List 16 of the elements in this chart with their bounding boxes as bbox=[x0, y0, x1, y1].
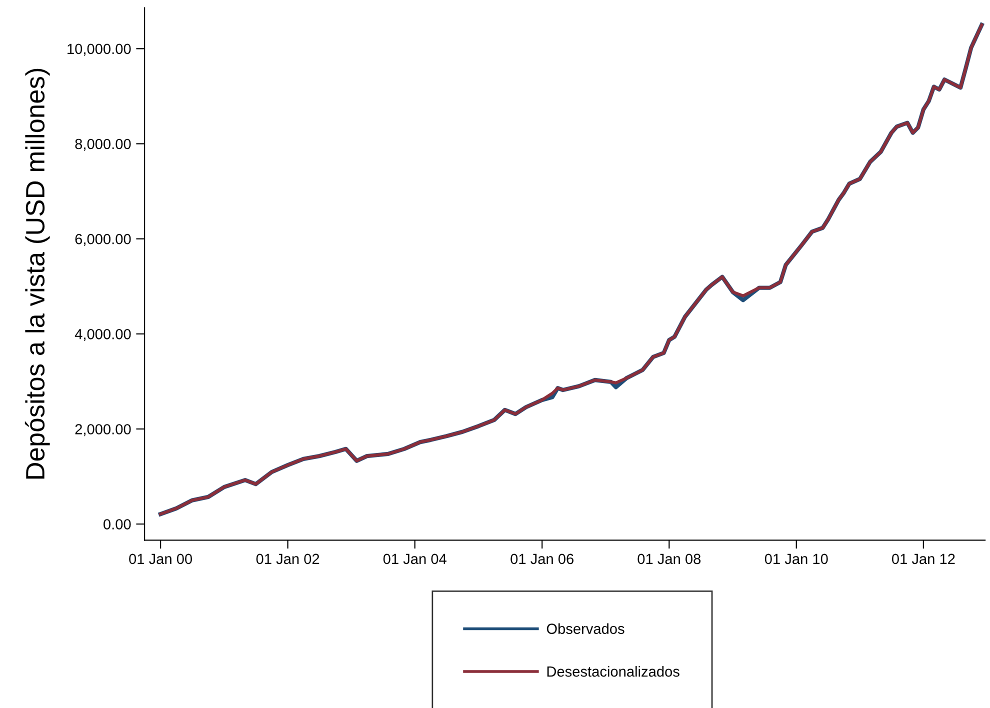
y-tick-label: 2,000.00 bbox=[75, 424, 131, 436]
x-tick-label: 01 Jan 08 bbox=[638, 554, 701, 564]
y-tick-label: 4,000.00 bbox=[74, 328, 131, 342]
y-tick-label: 0.00 bbox=[104, 519, 131, 530]
x-tick-label: 01 Jan 00 bbox=[129, 554, 192, 564]
y-axis-title: Depósitos a la vista (USD millones) bbox=[24, 68, 50, 479]
x-tick-label: 01 Jan 12 bbox=[892, 554, 955, 564]
x-tick-label: 01 Jan 04 bbox=[383, 554, 446, 564]
x-tick-label: 01 Jan 06 bbox=[510, 554, 574, 564]
y-tick-label: 6,000.00 bbox=[75, 234, 131, 246]
legend-label: Desestacionalizados bbox=[547, 666, 680, 677]
legend-label: Observados bbox=[546, 623, 624, 634]
y-tick-label: 10,000.00 bbox=[68, 44, 131, 56]
x-tick-label: 01 Jan 02 bbox=[256, 554, 320, 564]
x-tick-label: 01 Jan 10 bbox=[764, 554, 828, 564]
y-tick-label: 8,000.00 bbox=[75, 138, 131, 151]
